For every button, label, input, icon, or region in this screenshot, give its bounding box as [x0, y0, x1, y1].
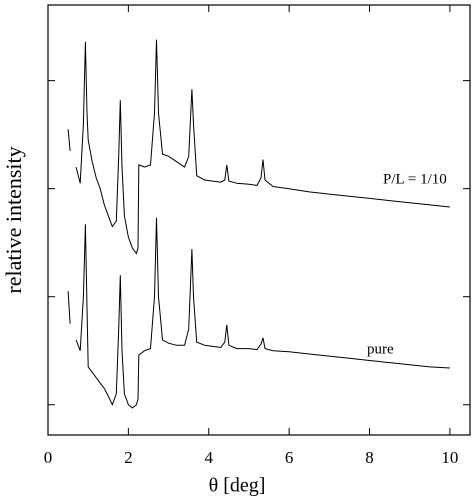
x-tick-label: 4 — [205, 448, 214, 467]
data-line — [67, 217, 450, 409]
data-line — [67, 39, 450, 255]
x-axis-label: θ [deg] — [209, 475, 266, 497]
x-tick-label: 10 — [441, 448, 458, 467]
x-tick-label: 0 — [44, 448, 53, 467]
x-tick-label: 2 — [124, 448, 133, 467]
x-tick-label: 6 — [285, 448, 294, 467]
series-label: P/L = 1/10 — [383, 171, 447, 187]
plot-frame — [47, 4, 471, 436]
series-label: pure — [367, 341, 394, 357]
x-tick-label: 8 — [365, 448, 374, 467]
y-axis-label: relative intensity — [1, 146, 26, 293]
